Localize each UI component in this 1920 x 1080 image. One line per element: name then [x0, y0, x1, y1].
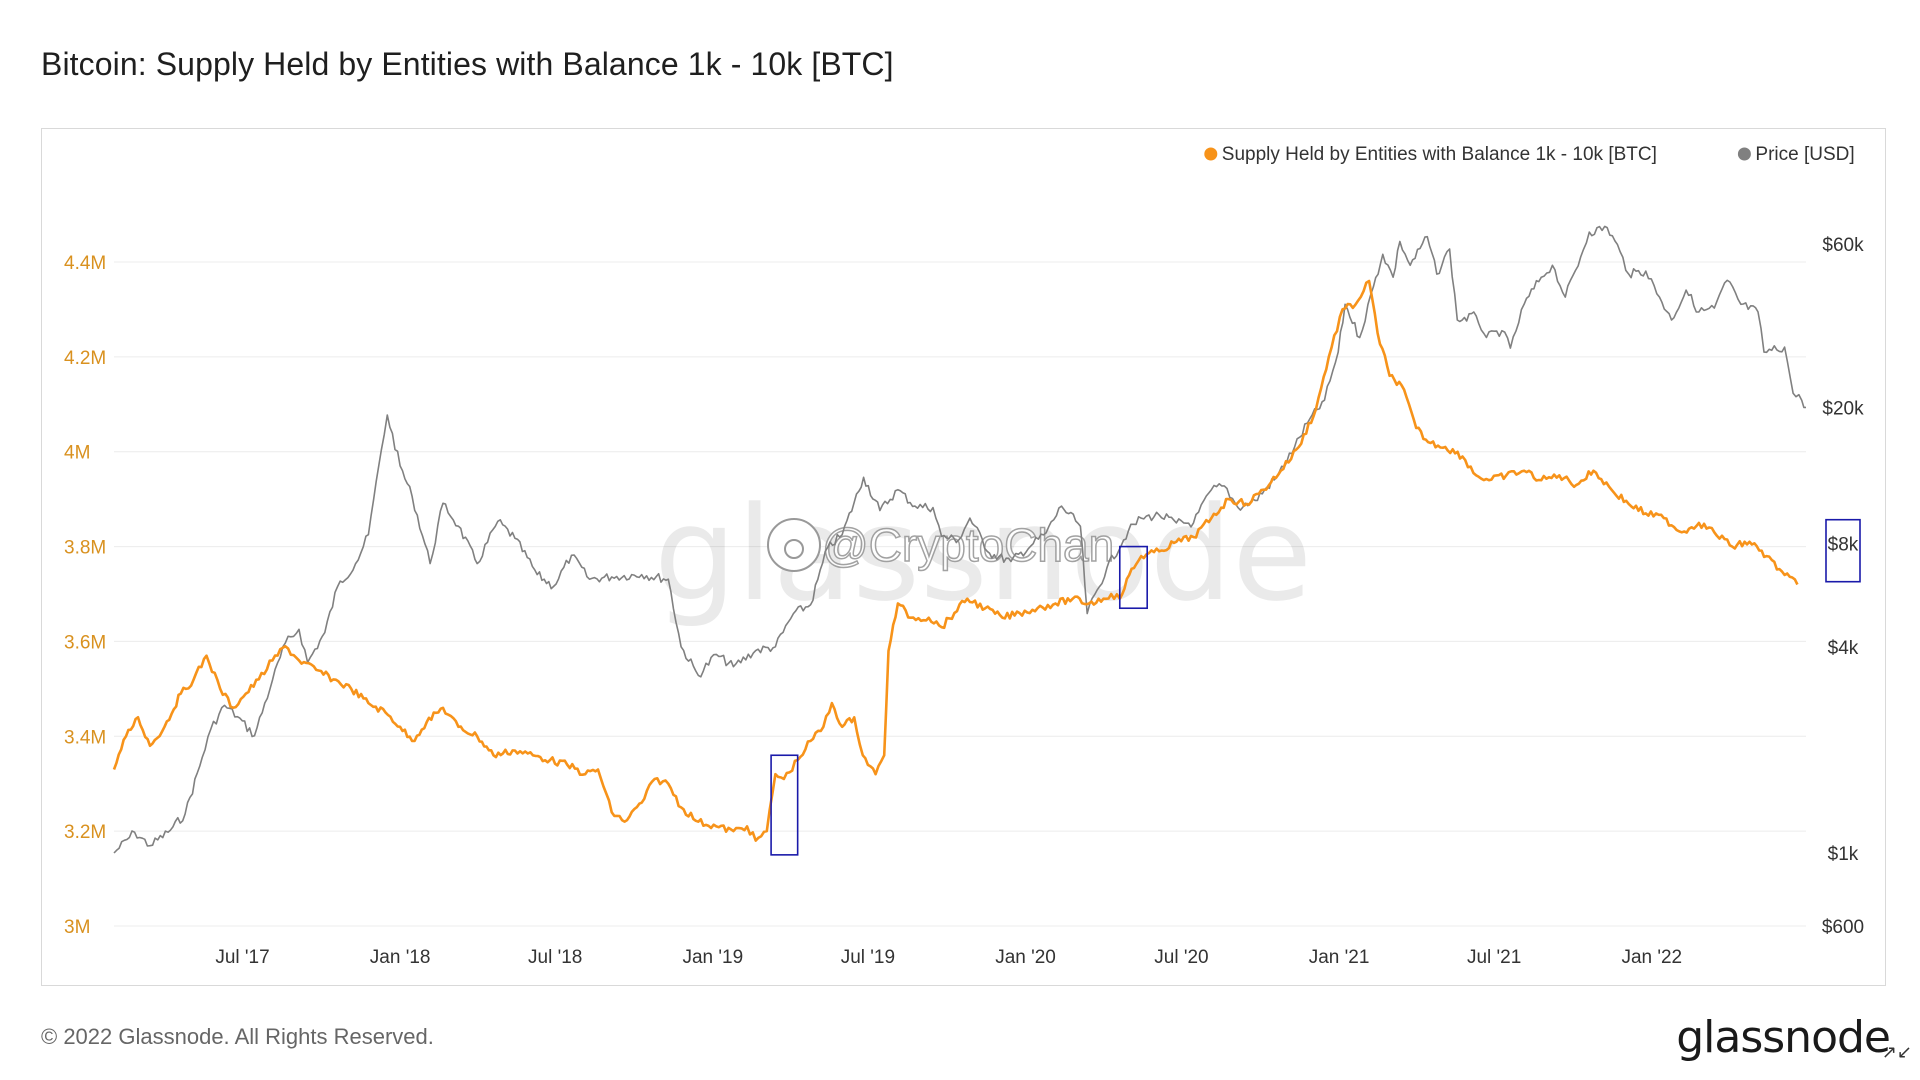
x-tick-label: Jul '18 — [528, 947, 582, 968]
y-right-tick-label: $60k — [1822, 235, 1864, 256]
footer-copyright: © 2022 Glassnode. All Rights Reserved. — [41, 1024, 434, 1049]
y-right-tick-label: $600 — [1822, 917, 1864, 938]
legend-label: Price [USD] — [1755, 144, 1854, 165]
y-axis-left: 3M 3.2M 3.4M 3.6M 3.8M 4M 4.2M 4.4M — [64, 253, 106, 938]
watermark-handle: @CryptoChan — [767, 518, 1115, 572]
series-lines — [112, 225, 1807, 854]
weibo-icon-eye — [784, 539, 804, 559]
watermark: glassnode @CryptoChan — [654, 478, 1312, 630]
x-axis: Jul '17 Jan '18 Jul '18 Jan '19 Jul '19 Jan '… — [215, 947, 1682, 968]
annotation-boxes — [770, 518, 1861, 856]
x-tick-label: Jan '18 — [370, 947, 431, 968]
chart-svg: glassnode @CryptoChan 3M 3.2M 3.4M 3.6M 3.8M… — [64, 144, 1864, 968]
y-left-tick-label: 3M — [64, 917, 90, 938]
annotation-box-axis-label — [1825, 518, 1861, 583]
weibo-icon — [767, 518, 821, 572]
y-right-tick-label: $1k — [1828, 844, 1859, 865]
x-tick-label: Jul '17 — [215, 947, 269, 968]
chart-title: Bitcoin: Supply Held by Entities with Ba… — [41, 46, 894, 82]
y-right-tick-label: $8k — [1828, 535, 1859, 556]
watermark-handle-text: @CryptoChan — [822, 519, 1114, 571]
annotation-box — [770, 754, 799, 856]
x-tick-label: Jan '20 — [995, 947, 1056, 968]
series-line-price — [113, 225, 1807, 854]
x-tick-label: Jan '19 — [682, 947, 743, 968]
y-axis-right: $600 $1k $4k $8k $20k $60k — [1822, 235, 1864, 938]
expand-icon[interactable]: ↗↙ — [1881, 1042, 1912, 1062]
legend-dot — [1204, 147, 1218, 161]
y-left-tick-label: 4M — [64, 443, 90, 464]
y-left-tick-label: 4.2M — [64, 348, 106, 369]
legend: Price [USD] Supply Held by Entities with … — [1204, 144, 1855, 165]
x-tick-label: Jan '21 — [1309, 947, 1370, 968]
x-tick-label: Jul '19 — [841, 947, 895, 968]
y-right-tick-label: $20k — [1822, 398, 1864, 419]
y-left-tick-label: 4.4M — [64, 253, 106, 274]
x-tick-label: Jul '20 — [1154, 947, 1208, 968]
x-tick-label: Jul '21 — [1467, 947, 1521, 968]
annotation-box — [1118, 545, 1148, 610]
legend-dot — [1737, 147, 1751, 161]
grid-lines — [114, 261, 1806, 927]
chart-frame: glassnode @CryptoChan 3M 3.2M 3.4M 3.6M 3.8M… — [41, 128, 1886, 986]
x-tick-label: Jan '22 — [1621, 947, 1682, 968]
y-left-tick-label: 3.4M — [64, 727, 106, 748]
series-line-supply — [112, 279, 1799, 842]
y-left-tick-label: 3.8M — [64, 538, 106, 559]
y-left-tick-label: 3.2M — [64, 822, 106, 843]
y-right-tick-label: $4k — [1828, 638, 1859, 659]
legend-label: Supply Held by Entities with Balance 1k … — [1222, 144, 1657, 165]
glassnode-logo: glassnode — [1676, 1012, 1891, 1063]
y-left-tick-label: 3.6M — [64, 632, 106, 653]
